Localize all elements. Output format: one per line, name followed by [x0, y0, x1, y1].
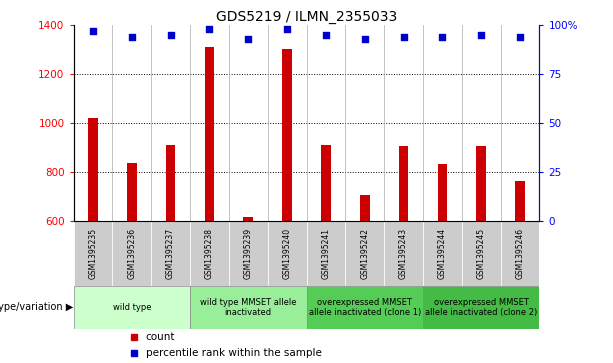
- Bar: [438, 164, 447, 221]
- Text: percentile rank within the sample: percentile rank within the sample: [146, 348, 322, 358]
- Text: GSM1395239: GSM1395239: [244, 228, 253, 279]
- Text: GSM1395236: GSM1395236: [128, 228, 136, 279]
- Text: wild type MMSET allele
inactivated: wild type MMSET allele inactivated: [200, 298, 297, 317]
- Point: [360, 36, 370, 42]
- Text: GSM1395238: GSM1395238: [205, 228, 214, 279]
- Bar: [205, 47, 215, 221]
- Text: GSM1395237: GSM1395237: [166, 228, 175, 279]
- Bar: [423, 286, 539, 329]
- Bar: [476, 146, 486, 221]
- Bar: [268, 221, 306, 286]
- Text: GSM1395235: GSM1395235: [88, 228, 97, 279]
- Text: overexpressed MMSET
allele inactivated (clone 2): overexpressed MMSET allele inactivated (…: [425, 298, 538, 317]
- Point: [476, 32, 486, 38]
- Point: [438, 34, 447, 40]
- Text: overexpressed MMSET
allele inactivated (clone 1): overexpressed MMSET allele inactivated (…: [308, 298, 421, 317]
- Text: GSM1395245: GSM1395245: [477, 228, 485, 279]
- Bar: [88, 118, 98, 221]
- Bar: [190, 286, 306, 329]
- Bar: [282, 49, 292, 221]
- Point: [243, 36, 253, 42]
- Text: wild type: wild type: [113, 303, 151, 312]
- Text: GSM1395244: GSM1395244: [438, 228, 447, 279]
- Title: GDS5219 / ILMN_2355033: GDS5219 / ILMN_2355033: [216, 11, 397, 24]
- Bar: [74, 286, 190, 329]
- Bar: [243, 217, 253, 221]
- Bar: [74, 221, 112, 286]
- Point: [127, 34, 137, 40]
- Bar: [384, 221, 423, 286]
- Bar: [151, 221, 190, 286]
- Point: [398, 34, 408, 40]
- Point: [515, 34, 525, 40]
- Bar: [345, 221, 384, 286]
- Bar: [306, 221, 345, 286]
- Bar: [321, 145, 331, 221]
- Point: [88, 28, 98, 34]
- Bar: [515, 181, 525, 221]
- Bar: [501, 221, 539, 286]
- Text: GSM1395240: GSM1395240: [283, 228, 292, 279]
- Bar: [112, 221, 151, 286]
- Bar: [423, 221, 462, 286]
- Bar: [166, 145, 175, 221]
- Bar: [306, 286, 423, 329]
- Bar: [462, 221, 501, 286]
- Point: [282, 26, 292, 32]
- Bar: [127, 163, 137, 221]
- Bar: [229, 221, 268, 286]
- Text: genotype/variation ▶: genotype/variation ▶: [0, 302, 74, 312]
- Text: GSM1395246: GSM1395246: [516, 228, 525, 279]
- Bar: [360, 195, 370, 221]
- Text: count: count: [146, 331, 175, 342]
- Text: GSM1395242: GSM1395242: [360, 228, 369, 279]
- Text: GSM1395243: GSM1395243: [399, 228, 408, 279]
- Point: [166, 32, 175, 38]
- Text: GSM1395241: GSM1395241: [321, 228, 330, 279]
- Bar: [190, 221, 229, 286]
- Bar: [398, 146, 408, 221]
- Point: [321, 32, 331, 38]
- Point: [205, 26, 215, 32]
